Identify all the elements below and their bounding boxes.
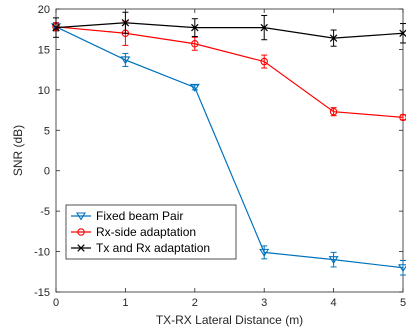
- y-tick-label: -10: [34, 247, 50, 259]
- data-point: [259, 248, 270, 257]
- error-bar: [400, 259, 406, 276]
- data-point: [52, 23, 60, 32]
- x-axis-label: TX-RX Lateral Distance (m): [156, 313, 303, 327]
- x-axis-ticks: 0 1 2 3 4 5: [53, 9, 406, 309]
- data-point: [121, 19, 130, 27]
- data-point: [260, 57, 268, 66]
- y-tick-label: 20: [38, 4, 50, 16]
- x-tick-label: 1: [122, 297, 128, 309]
- data-point: [260, 23, 268, 32]
- x-tick-label: 2: [192, 297, 198, 309]
- data-point: [399, 113, 406, 122]
- y-tick-label: 0: [44, 166, 50, 178]
- data-point: [120, 56, 131, 65]
- legend-label: Fixed beam Pair: [96, 209, 183, 223]
- error-bar: [330, 251, 337, 268]
- y-axis-label: SNR (dB): [11, 125, 25, 176]
- error-bar: [261, 54, 268, 69]
- series-layer: [51, 11, 406, 276]
- data-point: [399, 29, 406, 37]
- data-point: [191, 23, 199, 32]
- x-tick-label: 4: [331, 297, 337, 309]
- y-tick-label: 5: [44, 125, 50, 137]
- y-tick-label: -15: [34, 287, 50, 299]
- data-point: [328, 256, 339, 265]
- data-point: [189, 83, 200, 92]
- y-tick-label: 10: [38, 85, 50, 97]
- y-tick-label: -5: [40, 206, 50, 218]
- series-line: [55, 26, 404, 269]
- series-line: [55, 22, 404, 39]
- x-tick-label: 5: [400, 297, 406, 309]
- legend: Fixed beam Pair Rx-side adaptation Tx and …: [65, 204, 237, 260]
- y-axis-ticks: -15 -10 -5 0 5 10 15 20: [34, 4, 403, 299]
- legend-marker: [77, 228, 85, 236]
- series-2: [52, 11, 406, 47]
- x-tick-label: 0: [53, 297, 59, 309]
- legend-entry: Fixed beam Pair: [71, 209, 183, 223]
- data-point: [398, 264, 406, 273]
- legend-entry: Rx-side adaptation: [71, 225, 196, 239]
- series-line: [55, 26, 404, 118]
- error-bar: [191, 36, 198, 51]
- legend-marker: [77, 244, 85, 252]
- data-point: [191, 40, 199, 48]
- data-point: [329, 34, 338, 42]
- legend-label: Tx and Rx adaptation: [96, 241, 210, 255]
- legend-marker: [76, 212, 86, 221]
- legend-label: Rx-side adaptation: [96, 225, 196, 239]
- legend-box: [65, 204, 237, 260]
- y-tick-label: 15: [38, 44, 50, 56]
- x-tick-label: 3: [261, 297, 267, 309]
- data-point: [329, 107, 338, 116]
- legend-entry: Tx and Rx adaptation: [71, 241, 210, 255]
